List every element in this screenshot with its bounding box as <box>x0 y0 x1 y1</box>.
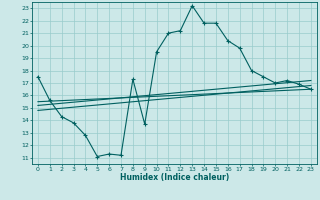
X-axis label: Humidex (Indice chaleur): Humidex (Indice chaleur) <box>120 173 229 182</box>
